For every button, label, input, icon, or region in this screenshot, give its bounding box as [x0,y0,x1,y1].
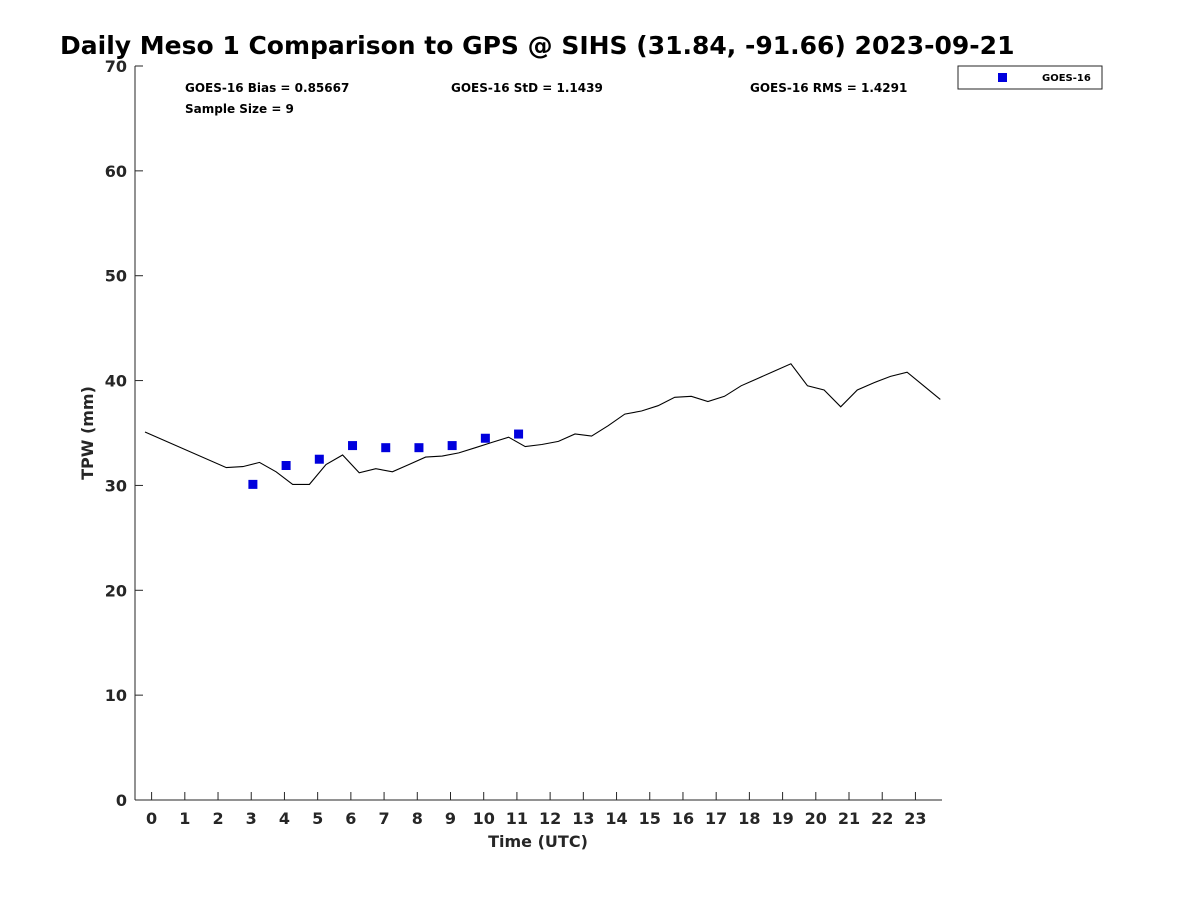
y-tick-label: 60 [105,162,127,181]
x-tick-label: 11 [506,809,528,828]
x-tick-label: 5 [312,809,323,828]
goes16-point [314,454,324,464]
goes16-point [414,443,424,453]
legend: GOES-16 [957,65,1103,90]
x-tick-label: 18 [738,809,760,828]
y-ticks: 0 10 20 30 40 50 60 70 [105,57,143,810]
goes16-point [514,429,524,439]
x-tick-label: 0 [146,809,157,828]
y-tick-label: 10 [105,686,127,705]
y-tick-label: 70 [105,57,127,76]
y-tick-label: 30 [105,476,127,495]
x-tick-label: 17 [705,809,727,828]
bias-annotation: GOES-16 Bias = 0.85667 [185,81,349,95]
std-annotation: GOES-16 StD = 1.1439 [451,81,603,95]
x-tick-label: 19 [771,809,793,828]
x-tick-label: 6 [345,809,356,828]
x-tick-label: 8 [412,809,423,828]
goes16-point [281,461,291,471]
x-tick-label: 14 [605,809,627,828]
x-tick-label: 7 [379,809,390,828]
chart-title: Daily Meso 1 Comparison to GPS @ SIHS (3… [60,31,1014,60]
x-tick-label: 15 [639,809,661,828]
x-tick-label: 12 [539,809,561,828]
y-tick-label: 40 [105,372,127,391]
x-tick-label: 13 [572,809,594,828]
goes16-series [248,429,524,489]
x-tick-label: 20 [805,809,827,828]
x-tick-label: 1 [179,809,190,828]
x-tick-label: 23 [904,809,926,828]
x-tick-label: 21 [838,809,860,828]
x-tick-label: 22 [871,809,893,828]
goes16-point [348,441,358,451]
x-tick-label: 16 [672,809,694,828]
legend-label: GOES-16 [1042,73,1091,84]
goes16-point [381,443,391,453]
x-tick-label: 3 [246,809,257,828]
y-tick-label: 20 [105,581,127,600]
y-axis-label: TPW (mm) [78,386,97,480]
goes16-point [480,433,490,443]
x-ticks: 0 1 2 3 4 5 6 7 8 9 10 11 12 13 14 15 16 17 18 19 20 21 22 23 [146,792,927,828]
y-tick-label: 0 [116,791,127,810]
plot-frame [134,66,942,801]
x-tick-label: 9 [445,809,456,828]
x-tick-label: 4 [279,809,290,828]
x-tick-label: 10 [473,809,495,828]
gps-line [144,363,941,485]
legend-marker [998,73,1007,82]
y-tick-label: 50 [105,267,127,286]
goes16-point [248,479,258,489]
goes16-point [447,441,457,451]
rms-annotation: GOES-16 RMS = 1.4291 [750,81,907,95]
gps-series [144,363,941,485]
legend-box [957,65,1103,90]
x-axis-label: Time (UTC) [488,832,588,851]
x-tick-label: 2 [212,809,223,828]
sample-size-annotation: Sample Size = 9 [185,102,294,116]
